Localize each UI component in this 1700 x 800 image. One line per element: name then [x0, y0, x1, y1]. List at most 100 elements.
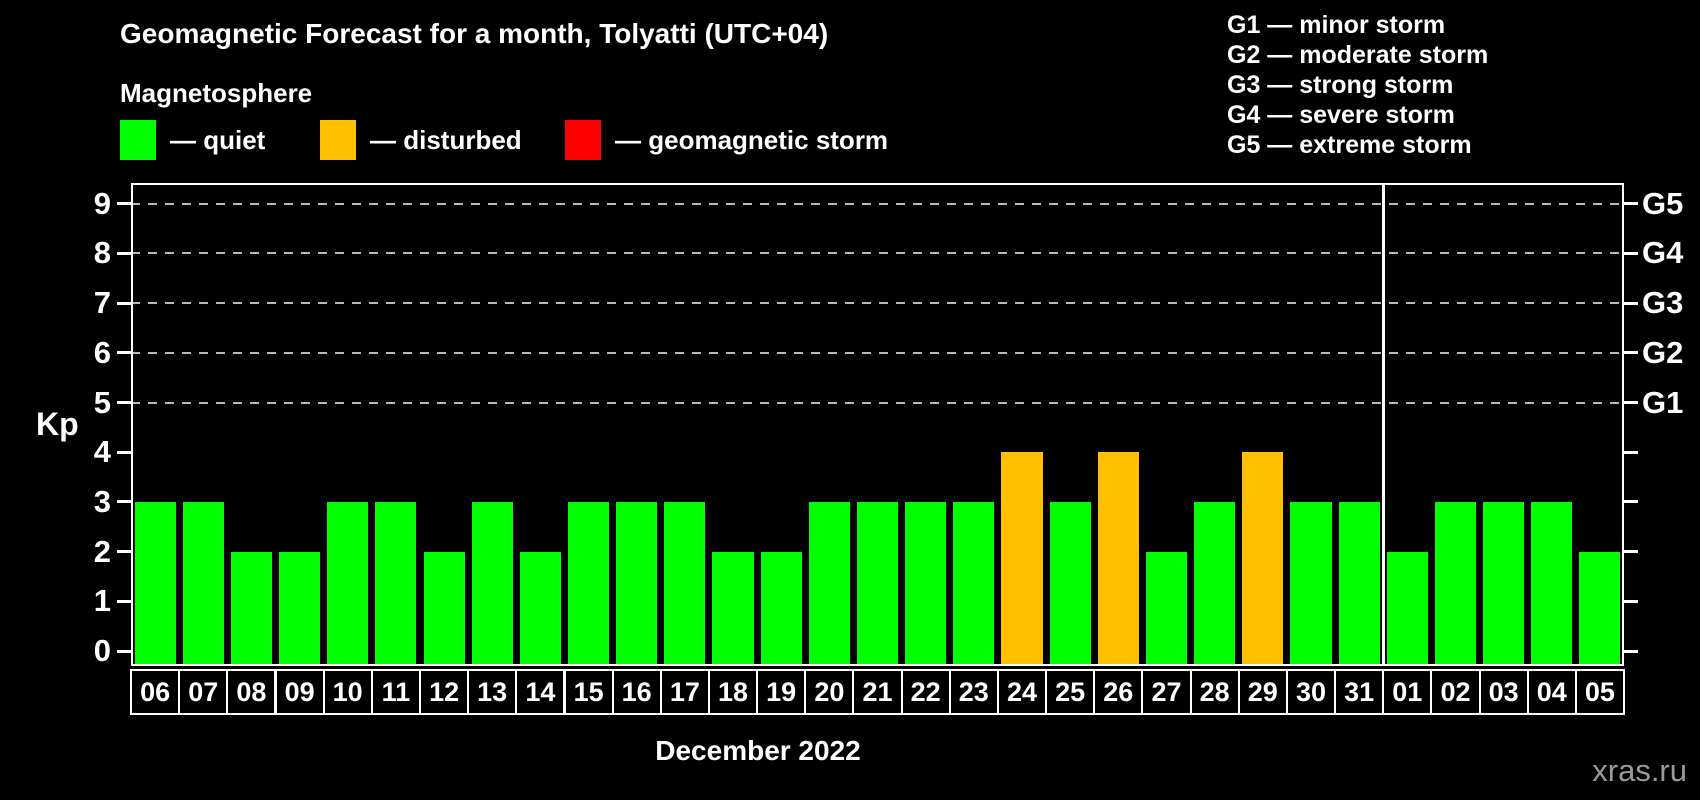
- bar-day-21: [856, 501, 899, 664]
- right-axis-label-g5: G5: [1642, 185, 1684, 221]
- bar-day-10: [327, 501, 369, 664]
- legend-label-disturbed: — disturbed: [370, 124, 522, 155]
- y-axis-tick-right-5: [1624, 401, 1638, 404]
- bar-day-01: [1386, 551, 1428, 664]
- y-axis-tick-right-8: [1624, 251, 1638, 255]
- x-axis-day-27: 27: [1141, 669, 1192, 715]
- storm-legend-g4: G4 — severe storm: [1227, 101, 1455, 129]
- x-axis-day-06: 06: [130, 669, 181, 715]
- y-axis-label-9: 9: [93, 185, 111, 221]
- x-axis-title: December 2022: [655, 735, 861, 766]
- bar-day-27: [1145, 551, 1188, 664]
- y-axis-tick-left-9: [117, 202, 131, 206]
- x-axis-day-13: 13: [467, 669, 518, 715]
- plot-frame: [131, 183, 1624, 666]
- right-axis-label-g3: G3: [1642, 285, 1684, 321]
- bar-day-14: [519, 551, 561, 664]
- bar-day-06: [134, 501, 176, 664]
- right-axis-label-g1: G1: [1642, 384, 1684, 420]
- y-axis-tick-left-6: [117, 351, 131, 355]
- bar-day-07: [182, 501, 224, 664]
- magnetosphere-label: Magnetosphere: [120, 78, 313, 108]
- y-axis-title: Kp: [36, 406, 79, 442]
- x-axis-day-23: 23: [948, 669, 999, 715]
- bar-day-05: [1579, 551, 1621, 664]
- gridline-kp-7: [131, 302, 1624, 305]
- bar-day-31: [1338, 501, 1380, 664]
- y-axis-label-0: 0: [93, 633, 111, 668]
- x-axis-day-26: 26: [1093, 669, 1144, 715]
- geomagnetic-storm-color-swatch: [565, 120, 601, 160]
- gridline-kp-9: [131, 202, 1624, 205]
- gridline-kp-8: [131, 252, 1624, 255]
- bar-day-03: [1483, 501, 1525, 664]
- x-axis-day-29: 29: [1237, 669, 1288, 715]
- legend-label-quiet: — quiet: [170, 124, 266, 155]
- bar-day-23: [953, 501, 995, 664]
- x-axis-day-25: 25: [1045, 669, 1096, 715]
- x-axis-day-18: 18: [707, 669, 759, 715]
- x-axis-day-15: 15: [563, 669, 614, 715]
- x-axis-day-09: 09: [274, 669, 325, 715]
- y-axis-tick-right-0: [1624, 649, 1638, 653]
- gridline-kp-6: [131, 351, 1624, 354]
- bar-day-13: [471, 501, 513, 664]
- bar-day-18: [712, 551, 754, 664]
- y-axis-label-6: 6: [93, 334, 111, 370]
- y-axis-tick-left-4: [117, 450, 131, 454]
- bar-day-24: [1001, 452, 1043, 664]
- x-axis-day-04: 04: [1526, 669, 1577, 715]
- bar-day-12: [423, 551, 465, 664]
- x-axis-day-08: 08: [226, 669, 277, 715]
- y-axis-tick-right-9: [1624, 202, 1638, 206]
- y-axis-tick-left-2: [117, 550, 131, 554]
- legend-item-quiet: — quiet: [120, 120, 265, 160]
- y-axis-tick-right-6: [1624, 351, 1638, 355]
- right-axis-label-g2: G2: [1642, 334, 1684, 370]
- x-axis-day-22: 22: [900, 669, 951, 715]
- y-axis-tick-left-3: [117, 500, 131, 504]
- x-axis-day-03: 03: [1478, 669, 1529, 715]
- y-axis-tick-right-3: [1624, 500, 1638, 504]
- y-axis-label-3: 3: [93, 483, 111, 519]
- legend-label-geomagnetic-storm: — geomagnetic storm: [615, 124, 889, 155]
- storm-scale-legend: G1 — minor storm G2 — moderate storm G3 …: [1227, 10, 1488, 160]
- bar-day-20: [808, 501, 850, 664]
- bar-day-22: [905, 501, 947, 664]
- y-axis-label-4: 4: [93, 434, 111, 470]
- bar-day-15: [568, 501, 610, 664]
- storm-legend-g1: G1 — minor storm: [1227, 11, 1446, 39]
- x-axis-day-21: 21: [852, 669, 903, 715]
- y-axis-label-5: 5: [93, 384, 111, 420]
- y-axis-tick-right-2: [1624, 550, 1638, 554]
- x-axis-day-17: 17: [659, 669, 710, 715]
- bar-day-02: [1434, 501, 1477, 664]
- quiet-color-swatch: [120, 120, 156, 160]
- bar-day-30: [1290, 501, 1332, 664]
- y-axis-tick-right-7: [1624, 301, 1638, 305]
- y-axis-tick-left-7: [117, 301, 131, 305]
- y-axis-tick-left-0: [117, 649, 131, 653]
- disturbed-color-swatch: [320, 120, 356, 160]
- watermark: xras.ru: [1592, 753, 1687, 788]
- bar-day-11: [375, 501, 417, 664]
- gridline-kp-5: [131, 401, 1624, 404]
- x-axis-day-07: 07: [178, 669, 229, 715]
- x-axis-day-05: 05: [1574, 669, 1625, 715]
- x-axis-day-31: 31: [1334, 669, 1385, 715]
- y-axis-tick-right-1: [1624, 599, 1638, 603]
- bar-day-25: [1049, 501, 1091, 664]
- x-axis-day-19: 19: [756, 669, 807, 715]
- x-axis-day-16: 16: [611, 669, 662, 715]
- y-axis-tick-left-8: [117, 251, 131, 255]
- x-axis-day-28: 28: [1189, 669, 1240, 715]
- y-axis-label-8: 8: [93, 235, 111, 271]
- y-axis-label-7: 7: [93, 285, 111, 321]
- legend-item-disturbed: — disturbed: [320, 120, 522, 160]
- bar-day-04: [1531, 501, 1573, 664]
- bar-day-29: [1242, 452, 1284, 664]
- x-axis-day-10: 10: [322, 669, 373, 715]
- chart-title: Geomagnetic Forecast for a month, Tolyat…: [120, 18, 829, 49]
- x-axis-day-12: 12: [419, 669, 470, 715]
